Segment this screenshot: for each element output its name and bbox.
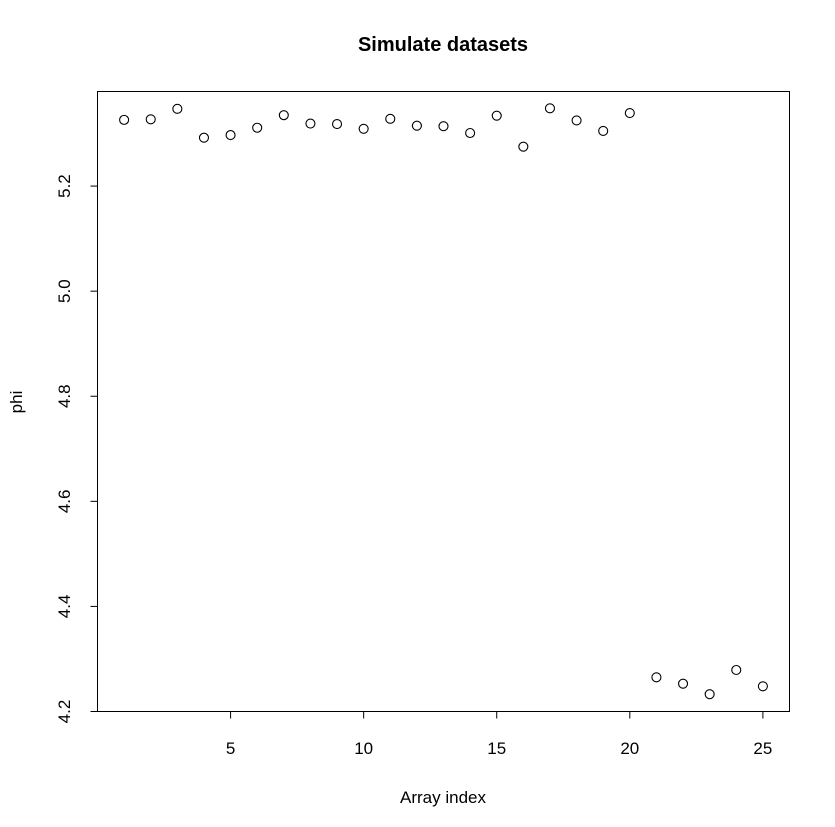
data-point [358, 123, 369, 134]
data-point [172, 103, 183, 114]
y-tick-label: 5.2 [55, 174, 74, 198]
data-point [544, 103, 556, 114]
data-point [198, 132, 210, 143]
x-tick-label: 10 [354, 739, 373, 758]
data-point [651, 672, 662, 683]
data-point [677, 678, 689, 689]
x-tick-label: 20 [620, 739, 639, 758]
data-point [225, 130, 236, 141]
x-tick-label: 5 [226, 739, 235, 758]
data-point [571, 115, 582, 126]
data-point [305, 118, 316, 129]
data-point [385, 113, 396, 124]
x-tick-label: 15 [487, 739, 506, 758]
y-tick-label: 4.8 [55, 384, 74, 408]
data-point [465, 127, 476, 139]
x-axis: 5 10 15 20 25 [226, 711, 772, 758]
data-point [624, 107, 635, 119]
y-axis-label: phi [7, 391, 26, 414]
data-point [331, 119, 343, 130]
data-points [119, 103, 768, 700]
data-point [438, 121, 449, 132]
data-point [145, 114, 156, 125]
data-point [598, 125, 609, 136]
chart-title: Simulate datasets [358, 34, 528, 56]
x-tick-label: 25 [753, 739, 772, 758]
data-point [252, 122, 263, 133]
y-tick-label: 4.6 [55, 490, 74, 514]
data-point [491, 110, 502, 121]
y-tick-label: 4.4 [55, 595, 74, 619]
data-point [119, 114, 130, 125]
plot-area-frame [97, 91, 790, 712]
data-point [704, 689, 715, 700]
data-point [731, 664, 742, 676]
y-axis: 4.2 4.4 4.6 4.8 5.0 5.2 [55, 174, 98, 723]
y-tick-label: 5.0 [55, 279, 74, 303]
data-point [411, 120, 422, 131]
data-point [757, 681, 768, 692]
y-tick-label: 4.2 [55, 700, 74, 724]
data-point [278, 110, 289, 121]
data-point [518, 141, 529, 152]
x-axis-label: Array index [400, 788, 486, 807]
